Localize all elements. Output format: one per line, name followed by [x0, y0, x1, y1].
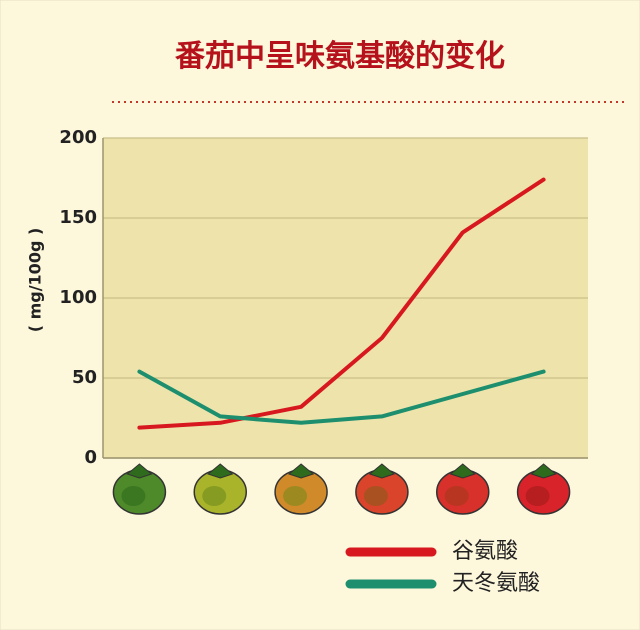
- y-tick-label: 150: [59, 207, 97, 228]
- tomato-stem: [288, 463, 315, 479]
- tomato-shade: [202, 486, 227, 506]
- tomato-stem: [530, 463, 557, 479]
- y-axis-label: ( mg/100g ): [26, 228, 45, 333]
- series-line: [137, 369, 546, 425]
- tomato-stem: [368, 463, 395, 479]
- y-tick-label: 100: [59, 287, 97, 308]
- tomato-shade: [525, 486, 550, 506]
- series-line: [137, 177, 546, 430]
- tomato-stem: [126, 463, 153, 479]
- chart-title: 番茄中呈味氨基酸的变化: [175, 39, 505, 74]
- y-tick-label: 0: [84, 447, 97, 468]
- tomato-shade: [444, 486, 469, 506]
- tomato-shade: [363, 486, 388, 506]
- legend-label: 天冬氨酸: [452, 571, 540, 596]
- tomato-shade: [121, 486, 146, 506]
- tomato-stem: [207, 463, 234, 479]
- y-tick-label: 50: [72, 367, 97, 388]
- legend-label: 谷氨酸: [452, 539, 518, 564]
- y-tick-label: 200: [59, 127, 97, 148]
- tomato-shade: [283, 486, 308, 506]
- tomato-stem: [449, 463, 476, 479]
